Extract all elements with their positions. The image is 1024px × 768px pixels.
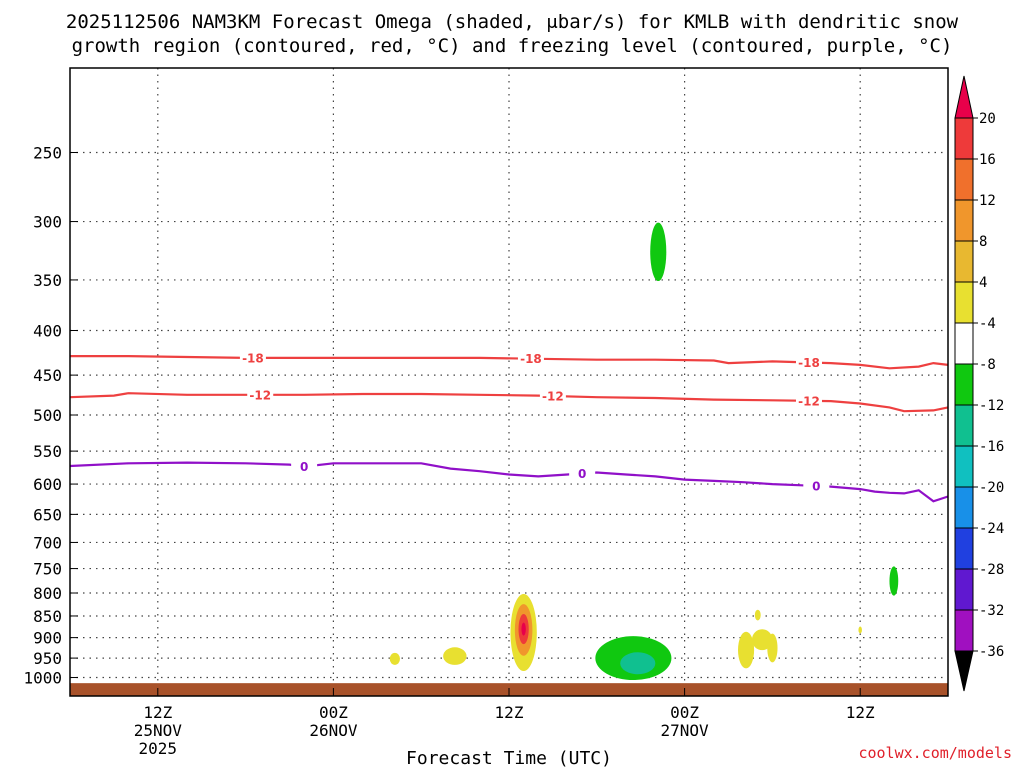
shade-yellow-right-c (767, 633, 778, 663)
colorbar-top-arrow (954, 75, 974, 119)
y-tick-label-250: 250 (33, 144, 62, 163)
y-tick-label-300: 300 (33, 213, 62, 232)
colorbar-segment-2 (954, 199, 974, 242)
x-tick-date-0: 25NOV (134, 721, 183, 740)
colorbar-label-7: -12 (979, 398, 1004, 414)
shade-yellow-blob-pair (443, 647, 467, 665)
colorbar-label-4: 4 (979, 275, 987, 291)
y-tick-label-450: 450 (33, 366, 62, 385)
x-tick-date-1: 26NOV (309, 721, 358, 740)
shade-yellow-far-speck (858, 626, 862, 634)
colorbar-segment-1 (954, 158, 974, 201)
chart-title-line1: 2025112506 NAM3KM Forecast Omega (shaded… (66, 11, 959, 33)
contour-label-bg-2-1 (569, 466, 596, 481)
contour-label-0-0: -18 (242, 351, 264, 365)
contour-label-bg-1-2 (795, 393, 822, 408)
contour-label-bg-1-1 (539, 388, 566, 403)
x-tick-label-1: 00Z (319, 703, 348, 722)
colorbar-label-1: 16 (979, 152, 996, 168)
colorbar-segment-6 (954, 363, 974, 406)
colorbar-segment-9 (954, 486, 974, 529)
credit-text: coolwx.com/models (858, 744, 1012, 762)
colorbar-bottom-arrow (954, 650, 974, 692)
y-tick-label-850: 850 (33, 607, 62, 626)
y-tick-label-1000: 1000 (23, 669, 62, 688)
contour-label-2-2: 0 (812, 479, 820, 493)
colorbar-segment-10 (954, 527, 974, 570)
shade-yellow-right-speck (754, 609, 761, 621)
x-tick-label-0: 12Z (143, 703, 172, 722)
y-tick-label-950: 950 (33, 649, 62, 668)
y-tick-label-650: 650 (33, 505, 62, 524)
colorbar-segment-7 (954, 404, 974, 447)
colorbar-segment-11 (954, 568, 974, 611)
colorbar: 20 16 12 8 4 -4 -8 -12 -16 -20 -24 -28 -32 -36 (954, 75, 1004, 692)
contour-label-2-1: 0 (578, 467, 586, 481)
x-tick-label-2: 12Z (495, 703, 524, 722)
contour-label-0-1: -18 (520, 352, 542, 366)
contour-label-bg-1-0 (247, 387, 274, 402)
contour-label-2-0: 0 (300, 460, 308, 474)
y-tick-label-700: 700 (33, 533, 62, 552)
contour-line-1 (69, 392, 949, 413)
contour-label-bg-2-0 (291, 459, 318, 474)
shade-yellow-right-b (751, 629, 773, 651)
colorbar-label-3: 8 (979, 234, 987, 250)
y-tick-label-500: 500 (33, 406, 62, 425)
x-tick-date-3: 27NOV (661, 721, 710, 740)
colorbar-label-6: -8 (979, 357, 996, 373)
y-tick-label-350: 350 (33, 271, 62, 290)
chart-title-line2: growth region (contoured, red, °C) and f… (72, 35, 953, 57)
shade-magenta-core (521, 622, 526, 636)
y-tick-label-400: 400 (33, 322, 62, 341)
colorbar-segment-8 (954, 445, 974, 488)
grid (70, 68, 948, 696)
colorbar-label-9: -20 (979, 480, 1004, 496)
x-tick-year-0: 2025 (139, 739, 178, 758)
shaded-omega (389, 222, 899, 681)
colorbar-label-11: -28 (979, 562, 1004, 578)
colorbar-segment-0 (954, 117, 974, 160)
shade-yellow-right-a (738, 631, 755, 669)
shade-green-blob-upper (650, 222, 667, 282)
colorbar-label-13: -36 (979, 644, 1004, 660)
contour-label-1-0: -12 (249, 388, 271, 402)
contour-label-1-2: -12 (798, 394, 820, 408)
shade-yellow-blob-small (389, 652, 400, 665)
y-tick-label-900: 900 (33, 629, 62, 648)
colorbar-label-0: 20 (979, 111, 996, 127)
colorbar-label-12: -32 (979, 603, 1004, 619)
contours: -18 -18 -18 -12 -12 -12 0 0 0 (69, 350, 949, 503)
colorbar-segment-3 (954, 240, 974, 283)
colorbar-segment-4 (954, 281, 974, 324)
contour-label-0-2: -18 (798, 356, 820, 370)
colorbar-label-10: -24 (979, 521, 1004, 537)
y-axis: 250 300 350 400 450 500 550 600 650 700 750 800 850 9… (23, 144, 78, 688)
x-tick-label-4: 12Z (846, 703, 875, 722)
x-axis-label: Forecast Time (UTC) (406, 748, 612, 768)
shade-teal-core (620, 652, 656, 675)
contour-label-bg-0-1 (517, 351, 544, 366)
x-tick-label-3: 00Z (670, 703, 699, 722)
colorbar-segment-12 (954, 609, 974, 652)
contour-label-bg-2-2 (803, 478, 830, 493)
y-tick-label-600: 600 (33, 475, 62, 494)
colorbar-label-5: -4 (979, 316, 996, 332)
colorbar-label-8: -16 (979, 439, 1004, 455)
plot-area: -18 -18 -18 -12 -12 -12 0 0 0 (69, 67, 949, 697)
shade-green-blob-low-right (889, 566, 899, 596)
contour-label-bg-0-2 (795, 355, 822, 370)
contour-label-bg-0-0 (239, 350, 266, 365)
colorbar-segment-5 (954, 322, 974, 365)
y-tick-label-750: 750 (33, 560, 62, 579)
colorbar-label-2: 12 (979, 193, 996, 209)
y-tick-label-550: 550 (33, 442, 62, 461)
contour-label-1-1: -12 (542, 389, 564, 403)
y-tick-label-800: 800 (33, 584, 62, 603)
